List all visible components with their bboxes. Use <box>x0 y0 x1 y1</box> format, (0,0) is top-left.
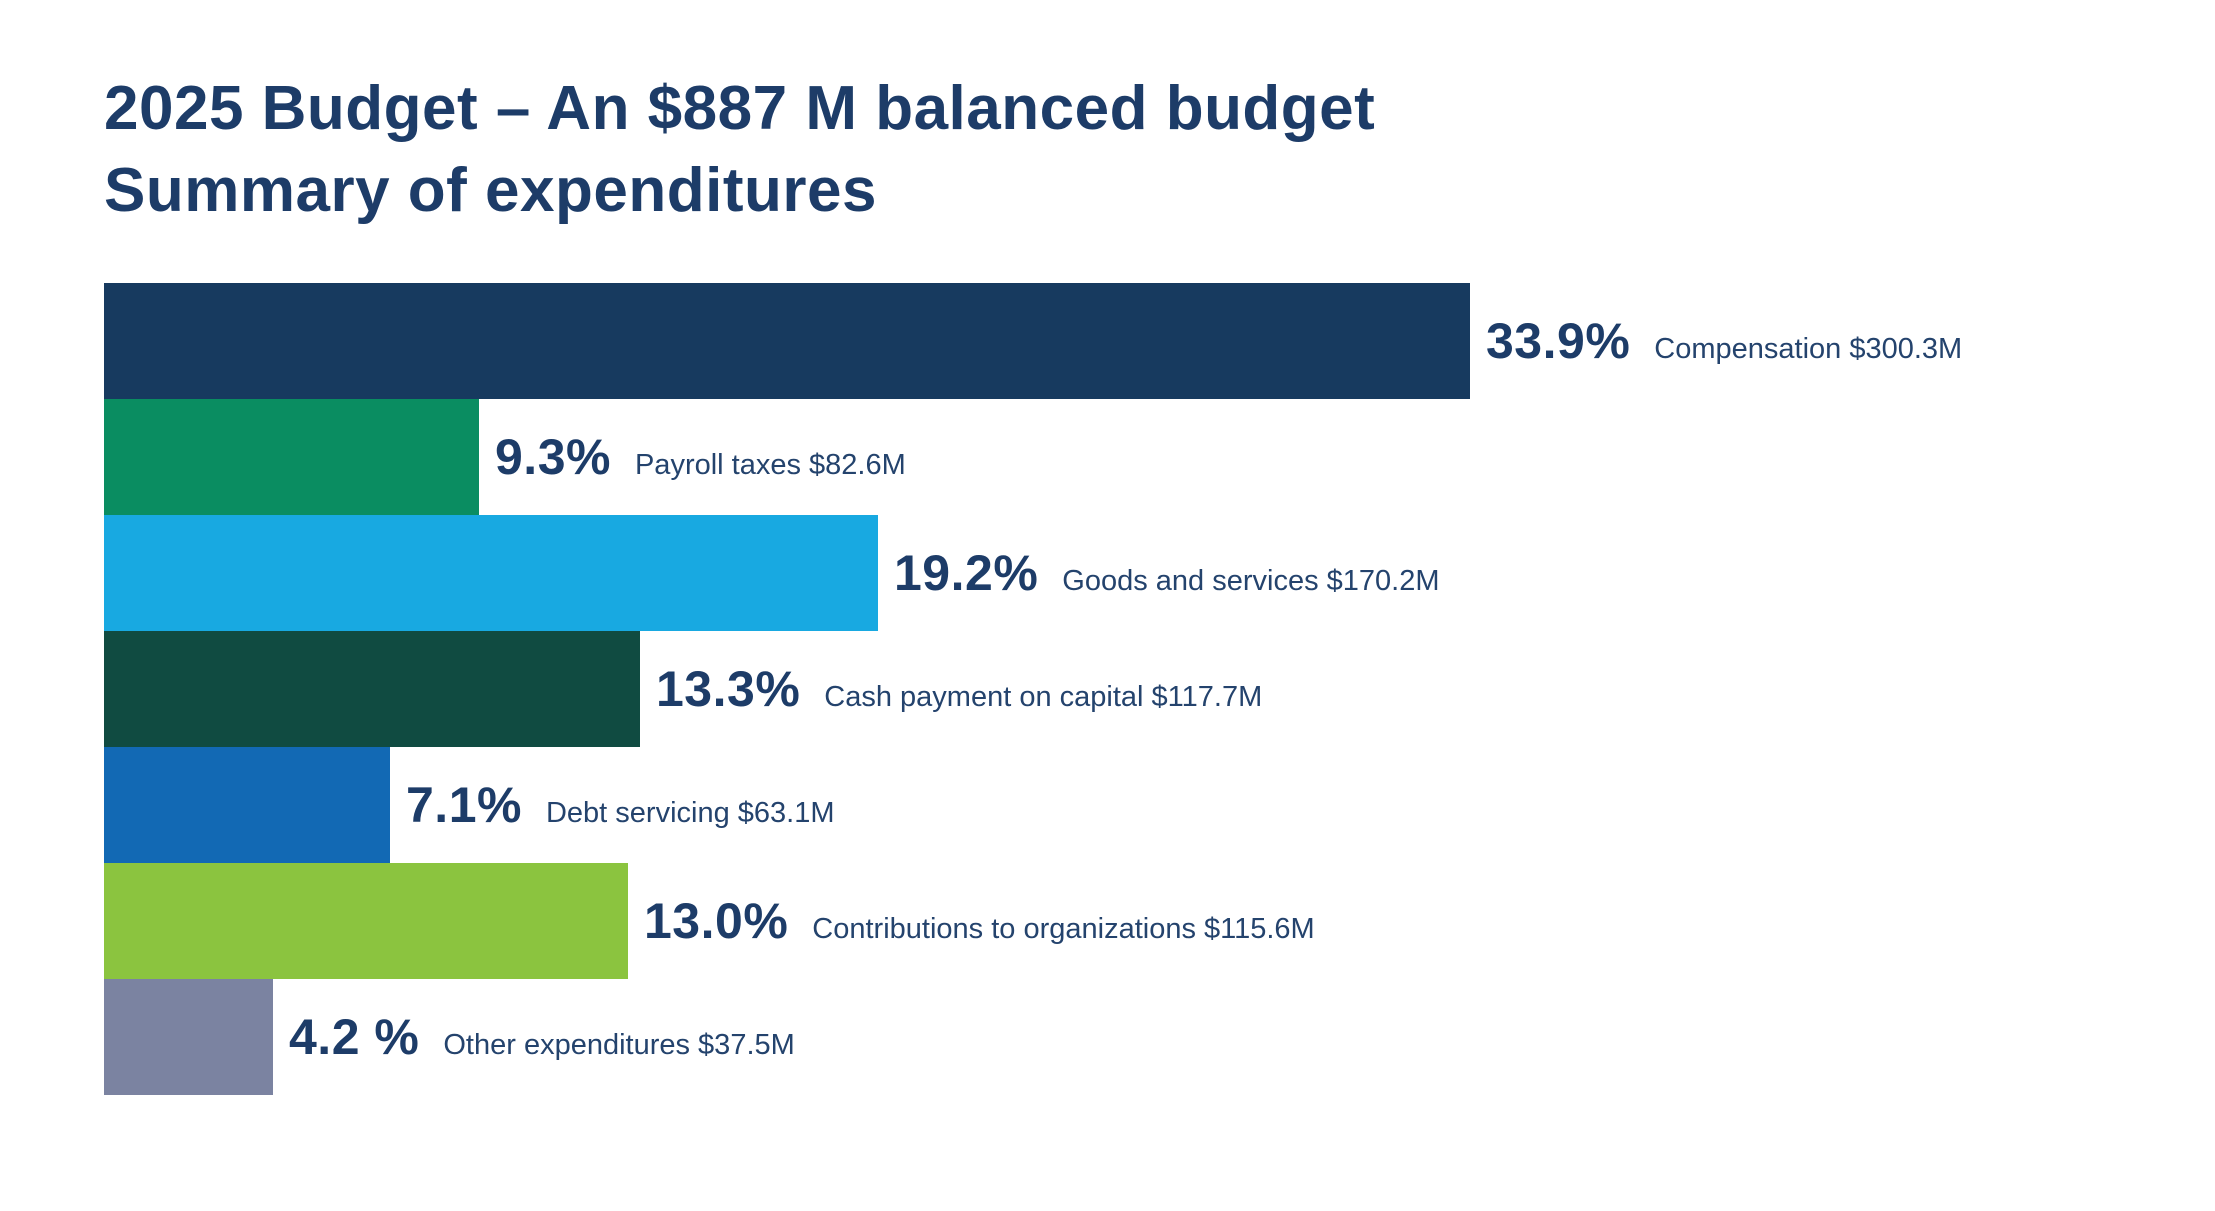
bar-category-label: Payroll taxes $82.6M <box>634 449 906 481</box>
bar-row: 13.0% Contributions to organizations $11… <box>104 863 2164 979</box>
bar-row: 9.3% Payroll taxes $82.6M <box>104 399 2164 515</box>
bar-segment <box>104 863 628 979</box>
bar-category-label: Goods and services $170.2M <box>1062 565 1440 597</box>
bar-segment <box>104 399 479 515</box>
bar-category-label: Cash payment on capital $117.7M <box>824 681 1263 713</box>
bar-label: 9.3% Payroll taxes $82.6M <box>495 428 906 486</box>
bar-percent-label: 19.2% <box>894 545 1039 601</box>
bar-percent-label: 4.2 % <box>289 1009 420 1065</box>
page-title-line1: 2025 Budget – An $887 M balanced budget <box>104 74 1376 143</box>
bar-category-label: Contributions to organizations $115.6M <box>812 913 1315 945</box>
bar-row: 33.9% Compensation $300.3M <box>104 283 2164 399</box>
bar-percent-label: 33.9% <box>1486 313 1631 369</box>
bar-segment <box>104 631 640 747</box>
page-title-line2: Summary of expenditures <box>104 156 877 225</box>
bar-row: 7.1% Debt servicing $63.1M <box>104 747 2164 863</box>
bar-percent-label: 13.3% <box>656 661 801 717</box>
bar-label: 13.0% Contributions to organizations $11… <box>644 892 1315 950</box>
bar-row: 19.2% Goods and services $170.2M <box>104 515 2164 631</box>
bar-label: 4.2 % Other expenditures $37.5M <box>289 1008 795 1066</box>
bar-segment <box>104 747 390 863</box>
bar-row: 4.2 % Other expenditures $37.5M <box>104 979 2164 1095</box>
bar-segment <box>104 979 273 1095</box>
bar-percent-label: 13.0% <box>644 893 789 949</box>
bar-category-label: Debt servicing $63.1M <box>545 797 835 829</box>
bar-percent-label: 9.3% <box>495 429 611 485</box>
bar-label: 13.3% Cash payment on capital $117.7M <box>656 660 1262 718</box>
bar-label: 7.1% Debt servicing $63.1M <box>406 776 835 834</box>
expenditures-bar-chart: 33.9% Compensation $300.3M 9.3% Payroll … <box>104 283 2164 1095</box>
bar-label: 33.9% Compensation $300.3M <box>1486 312 1962 370</box>
bar-segment <box>104 515 878 631</box>
bar-row: 13.3% Cash payment on capital $117.7M <box>104 631 2164 747</box>
bar-category-label: Compensation $300.3M <box>1654 333 1963 365</box>
bar-category-label: Other expenditures $37.5M <box>443 1029 795 1061</box>
page-title: 2025 Budget – An $887 M balanced budget … <box>104 68 1375 232</box>
bar-segment <box>104 283 1470 399</box>
bar-percent-label: 7.1% <box>406 777 522 833</box>
bar-label: 19.2% Goods and services $170.2M <box>894 544 1440 602</box>
